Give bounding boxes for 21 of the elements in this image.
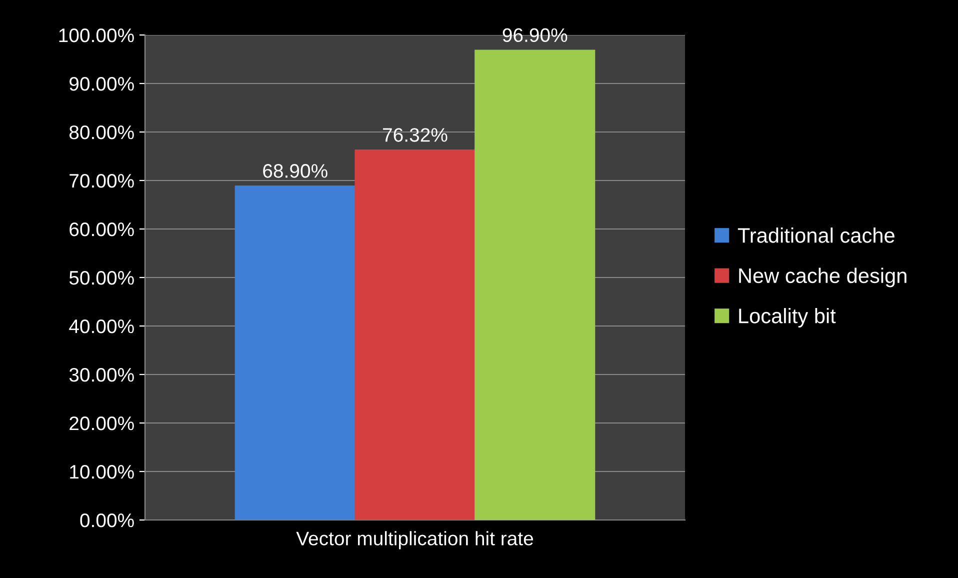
data-label: 68.90% — [263, 164, 328, 178]
data-label: 76.32% — [383, 128, 448, 142]
legend-label: New cache design — [739, 268, 906, 288]
x-tick-label: Vector multiplication hit rate — [296, 531, 534, 550]
y-tick-label: 0.00% — [80, 513, 134, 528]
bar — [354, 150, 476, 520]
y-tick-label: 80.00% — [69, 125, 134, 140]
data-label: 96.90% — [502, 28, 568, 42]
y-tick-label: 30.00% — [69, 368, 134, 382]
y-tick-label: 60.00% — [70, 222, 134, 236]
y-tick-label: 100.00% — [59, 28, 134, 42]
y-tick-label: 50.00% — [69, 270, 134, 285]
y-tick-label: 70.00% — [70, 174, 134, 188]
y-tick-label: 90.00% — [70, 76, 134, 91]
legend-label: Traditional cache — [738, 228, 894, 243]
y-tick-label: 20.00% — [70, 416, 134, 430]
legend-label: Locality bit — [739, 308, 836, 328]
bar — [474, 50, 596, 520]
y-tick-label: 10.00% — [70, 464, 134, 479]
y-tick-label: 40.00% — [69, 319, 134, 334]
bar — [234, 185, 356, 520]
